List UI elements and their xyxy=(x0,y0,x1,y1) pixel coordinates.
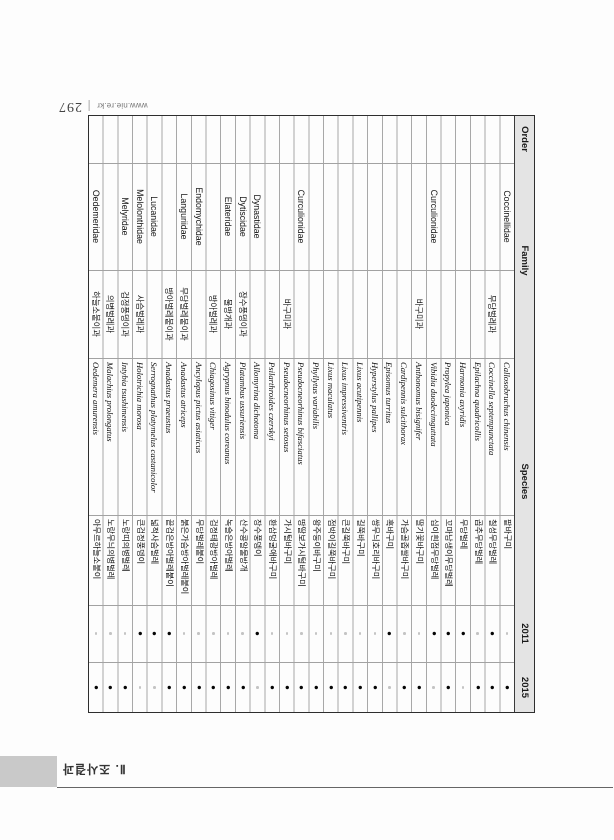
header-divider xyxy=(89,100,90,112)
footer-tab-box xyxy=(0,756,57,787)
site-url: www.nie.re.kr xyxy=(97,101,148,111)
page-header: www.nie.re.kr 297 xyxy=(58,98,148,114)
species-table-viewport: Order Family Species 2011 2015 Coccinell… xyxy=(88,115,535,713)
footer-rule xyxy=(57,787,613,788)
species-table-rotated: Order Family Species 2011 2015 Coccinell… xyxy=(88,115,535,713)
table-outer-border xyxy=(88,115,535,713)
footer-section-title: Ⅱ. 조사결과 xyxy=(62,762,126,776)
page-number: 297 xyxy=(58,99,82,114)
